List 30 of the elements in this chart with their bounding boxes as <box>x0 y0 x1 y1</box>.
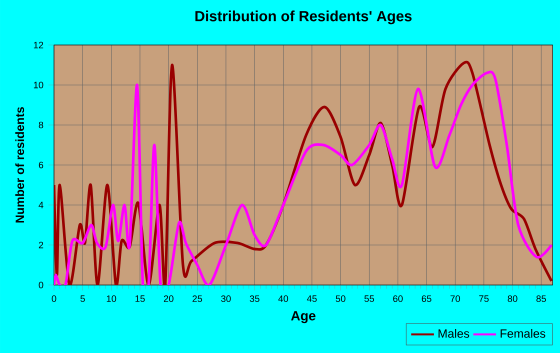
x-tick-label: 55 <box>364 295 374 302</box>
y-axis-title: Number of residents <box>15 107 24 223</box>
y-tick-label: 0 <box>38 282 44 288</box>
x-tick-label: 0 <box>52 295 56 302</box>
x-tick-label: 25 <box>192 295 202 302</box>
x-tick-label: 75 <box>479 295 489 302</box>
x-tick-label: 60 <box>393 295 403 302</box>
x-tick-label: 70 <box>450 295 460 302</box>
x-tick-label: 80 <box>508 295 518 302</box>
y-tick-label: 2 <box>38 242 44 248</box>
y-tick-label: 10 <box>34 82 44 88</box>
y-tick-label: 8 <box>38 122 44 128</box>
y-tick-label: 6 <box>38 162 44 168</box>
x-tick-label: 65 <box>422 295 432 302</box>
y-tick-label: 4 <box>38 202 44 208</box>
x-tick-label: 85 <box>536 295 546 302</box>
x-tick-label: 10 <box>106 295 116 302</box>
x-tick-label: 35 <box>250 295 260 302</box>
x-tick-label: 40 <box>278 295 288 302</box>
x-tick-label: 15 <box>136 295 145 302</box>
x-tick-label: 20 <box>164 295 174 302</box>
x-tick-label: 45 <box>306 295 317 302</box>
x-tick-label: 50 <box>336 295 346 302</box>
x-tick-label: 5 <box>80 295 85 302</box>
legend-label: Females <box>500 328 546 338</box>
x-axis-title: Age <box>291 311 316 324</box>
legend-label: Males <box>438 328 470 338</box>
y-tick-label: 12 <box>34 42 44 48</box>
x-tick-label: 30 <box>221 295 231 302</box>
chart-title: Distribution of Residents' Ages <box>195 10 412 24</box>
